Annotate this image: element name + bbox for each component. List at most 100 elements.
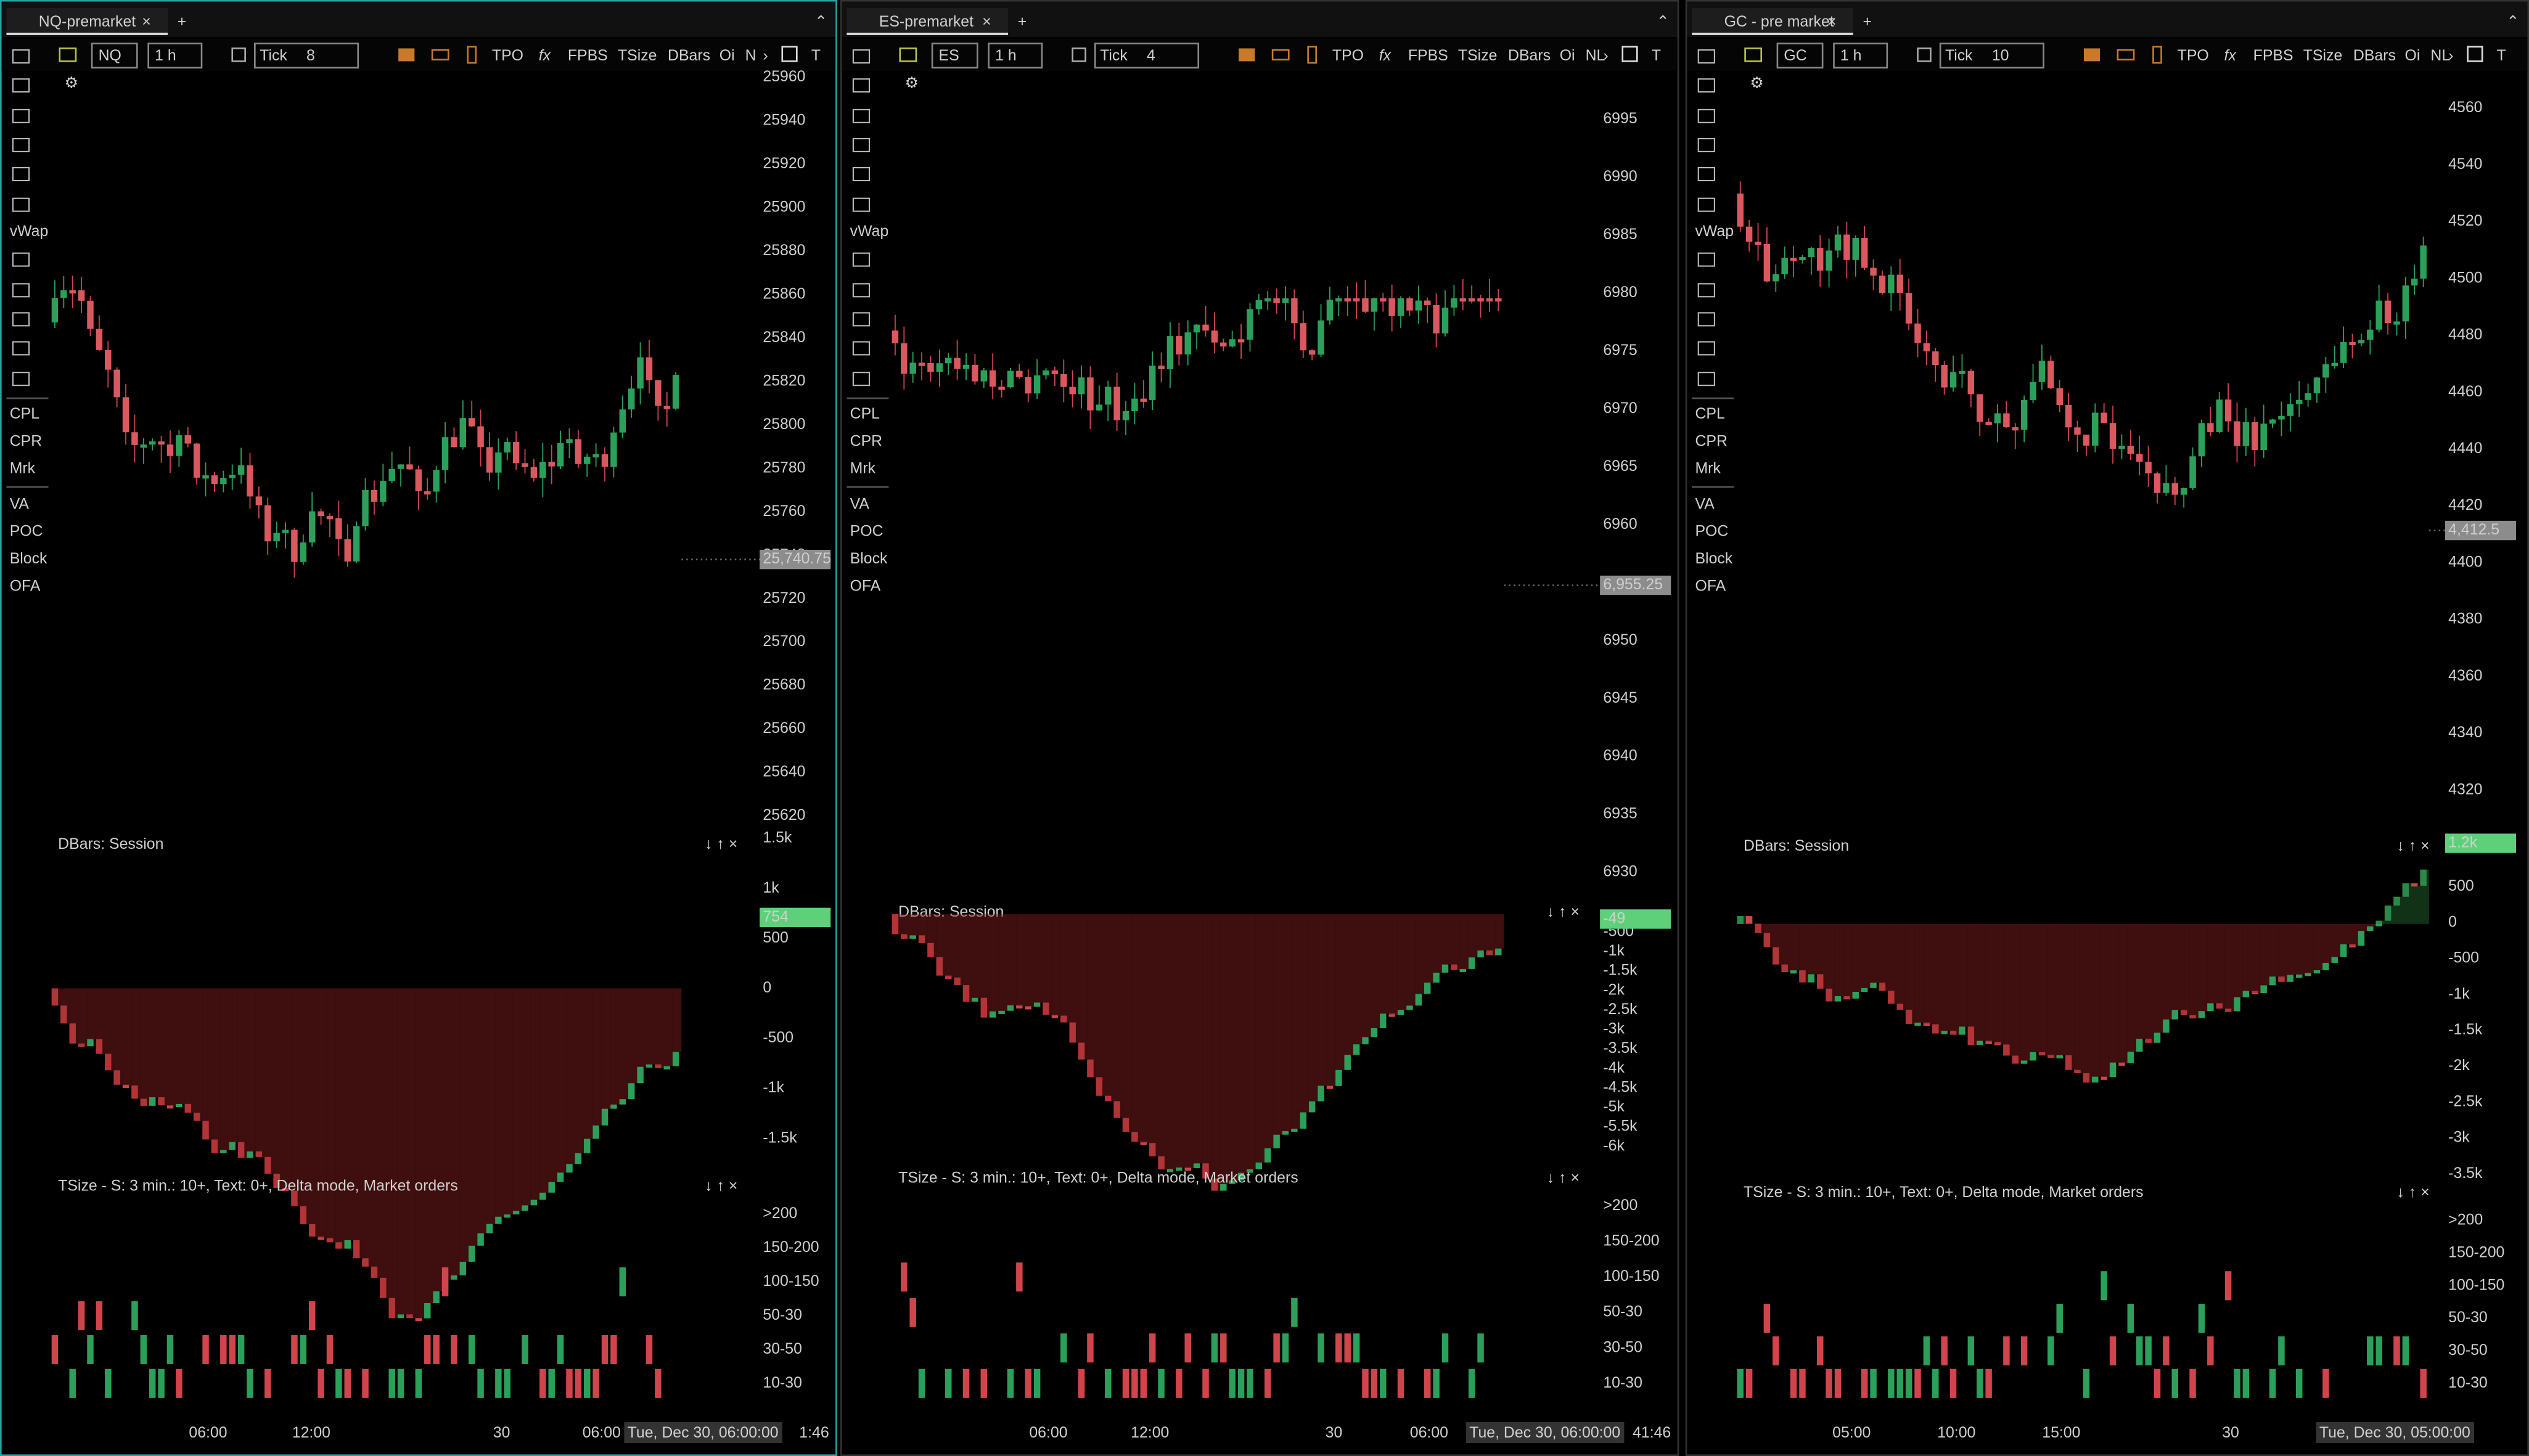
sidebar-item[interactable]: VA [10,496,30,512]
text-tool[interactable]: T [811,47,821,64]
interval-box[interactable] [147,43,203,69]
toolbar-item[interactable]: DBars [1508,47,1551,64]
checkbox[interactable] [1917,47,1932,62]
toolbar-item[interactable]: NL [2430,47,2450,64]
sidebar-item[interactable]: CPL [10,406,39,422]
candle-icon[interactable] [467,46,477,64]
snapshot-icon[interactable] [1621,46,1638,62]
toolbar-item[interactable]: FPBS [568,47,608,64]
drawing-tool[interactable] [12,137,30,152]
toolbar-item[interactable]: fx [1379,47,1392,64]
tab[interactable] [846,8,1009,34]
drawing-tool[interactable] [12,283,30,298]
drawing-tool[interactable] [1697,137,1715,152]
drawing-tool[interactable] [1697,341,1715,356]
toolbar-item[interactable]: TPO [492,47,523,64]
drawing-tool[interactable] [1697,49,1715,64]
tab-title[interactable]: ES-premarket [879,14,973,30]
drawing-tool[interactable] [1697,312,1715,327]
drawing-tool[interactable] [12,108,30,123]
pane-controls[interactable]: ↓ ↑ × [705,1178,737,1195]
toolbar-item[interactable]: N [745,47,756,64]
toolbar-item[interactable]: TSize [1458,47,1498,64]
settings-icon[interactable]: ⚙ [1750,75,1763,92]
drawing-tool[interactable] [1697,108,1715,123]
drawing-tool[interactable] [852,166,871,182]
pane-controls[interactable]: ↓ ↑ × [2396,1184,2429,1201]
drawing-tool[interactable] [852,108,871,123]
sidebar-item[interactable]: OFA [850,578,881,595]
toolbar-item[interactable]: Oi [2405,47,2420,64]
tab-close[interactable]: × [1827,14,1837,30]
toolbar-item[interactable]: TPO [2178,47,2209,64]
folder-icon[interactable] [1744,47,1763,62]
sidebar-item[interactable]: Block [1695,550,1732,567]
interval-box[interactable] [1833,43,1888,69]
new-tab[interactable]: + [1863,14,1872,30]
symbol-box[interactable] [931,43,978,69]
tab-close[interactable]: × [142,14,151,30]
tab-title[interactable]: NQ-premarket [39,14,136,30]
drawing-tool[interactable] [852,197,871,212]
sidebar-item[interactable]: CPR [10,433,42,449]
interval[interactable]: 1 h [1840,47,1862,64]
bar-icon[interactable] [1271,49,1290,61]
tab-menu[interactable]: ⌃ [814,14,827,30]
symbol[interactable]: ES [939,47,959,64]
drawing-tool[interactable] [1697,166,1715,182]
new-tab[interactable]: + [1018,14,1027,30]
folder-icon[interactable] [59,47,77,62]
pane-controls[interactable]: ↓ ↑ × [1547,904,1580,920]
bar-icon[interactable] [2117,49,2135,61]
sidebar-item[interactable]: VA [850,496,870,512]
symbol-box[interactable] [1776,43,1824,69]
sidebar-item[interactable]: CPR [850,433,882,449]
bar-icon[interactable] [431,49,449,61]
toolbar-item[interactable]: TSize [618,47,657,64]
toolbar-item[interactable]: fx [539,47,552,64]
interval[interactable]: 1 h [995,47,1017,64]
drawing-tool[interactable] [12,341,30,356]
drawing-tool[interactable] [852,341,871,356]
sidebar-item[interactable]: vWap [850,223,889,240]
drawing-tool[interactable] [12,312,30,327]
toolbar-item[interactable]: FPBS [2253,47,2293,64]
bar-icon[interactable] [1239,48,1255,62]
drawing-tool[interactable] [12,166,30,182]
sidebar-item[interactable]: POC [850,523,883,540]
text-tool[interactable]: T [2497,47,2506,64]
toolbar-item[interactable]: DBars [668,47,710,64]
drawing-tool[interactable] [852,49,871,64]
text-tool[interactable]: T [1652,47,1661,64]
drawing-tool[interactable] [1697,283,1715,298]
tick-box[interactable] [1939,43,2044,69]
toolbar-item[interactable]: Oi [719,47,735,64]
sidebar-item[interactable]: OFA [1695,578,1726,595]
drawing-tool[interactable] [852,137,871,152]
tab-close[interactable]: × [982,14,991,30]
tick-value[interactable]: 10 [1992,47,2009,64]
sidebar-item[interactable]: Block [850,550,888,567]
drawing-tool[interactable] [12,197,30,212]
tab[interactable] [1692,8,1853,34]
candle-icon[interactable] [1307,46,1318,64]
pane-controls[interactable]: ↓ ↑ × [705,836,737,853]
drawing-tool[interactable] [1697,78,1715,93]
drawing-tool[interactable] [1697,197,1715,212]
toolbar-item[interactable]: TSize [2303,47,2343,64]
drawing-tool[interactable] [12,49,30,64]
drawing-tool[interactable] [12,252,30,267]
sidebar-item[interactable]: OFA [10,578,41,595]
interval-box[interactable] [988,43,1043,69]
folder-icon[interactable] [899,47,917,62]
toolbar-item[interactable]: fx [2224,47,2237,64]
drawing-tool[interactable] [852,372,871,386]
toolbar-item[interactable]: FPBS [1408,47,1448,64]
toolbar-arrow[interactable]: › [2448,47,2453,64]
sidebar-item[interactable]: POC [1695,523,1728,540]
interval[interactable]: 1 h [155,47,176,64]
tab-title[interactable]: GC - pre market [1724,14,1834,30]
sidebar-item[interactable]: Block [10,550,47,567]
symbol-box[interactable] [91,43,138,69]
sidebar-item[interactable]: Mrk [1695,460,1721,477]
